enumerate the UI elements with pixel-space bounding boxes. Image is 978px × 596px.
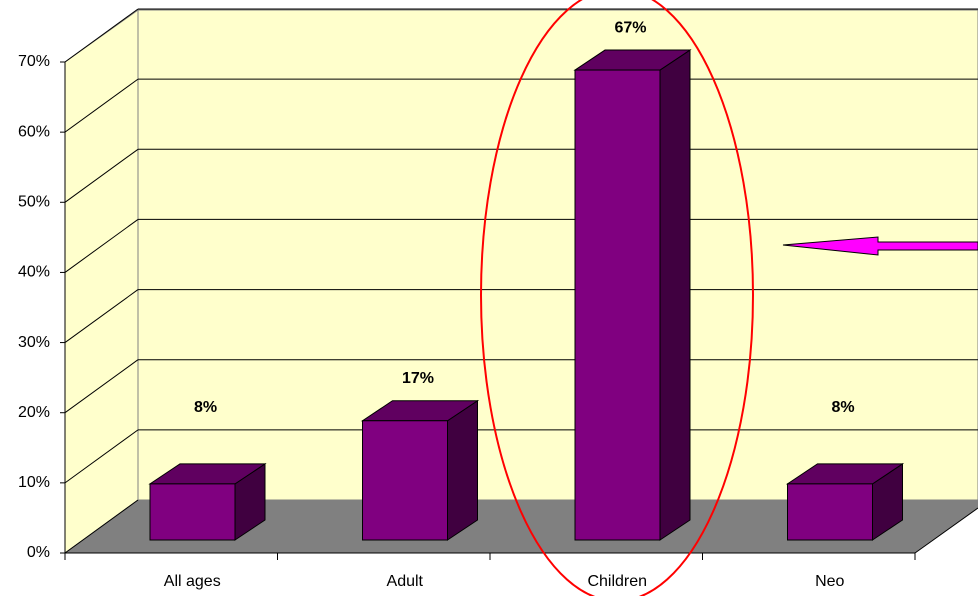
value-label: 17% (402, 370, 434, 387)
grid-diagonal (64, 359, 139, 414)
y-tick-label: 70% (18, 53, 50, 70)
grid-diagonal (64, 429, 139, 484)
grid-diagonal (64, 499, 139, 554)
y-tick-label: 0% (27, 544, 50, 561)
bar (362, 420, 448, 541)
grid-diagonal (64, 219, 139, 273)
y-tick-label: 30% (18, 334, 50, 351)
grid-diagonal (64, 289, 139, 343)
arrow (782, 236, 978, 256)
x-tick-label: All ages (164, 573, 221, 590)
side-wall (64, 9, 139, 554)
grid (64, 8, 978, 554)
x-tick-label: Children (587, 573, 647, 590)
y-tick-label: 50% (18, 194, 50, 211)
y-tick-label: 60% (18, 123, 50, 140)
y-tick-label: 20% (18, 404, 50, 421)
value-label: 8% (831, 399, 854, 416)
grid-diagonal (64, 78, 139, 133)
y-tick-label: 10% (18, 474, 50, 491)
bar-side (659, 49, 691, 541)
bars (148, 49, 905, 541)
x-tick-label: Adult (387, 573, 424, 590)
x-tick-label: Neo (815, 573, 844, 590)
bar (787, 483, 873, 541)
value-label: 67% (614, 19, 646, 36)
back-wall (137, 9, 978, 501)
value-label: 8% (194, 399, 217, 416)
bar (574, 69, 661, 541)
grid-diagonal (64, 8, 139, 63)
highlight-ellipse (480, 0, 754, 596)
grid-diagonal (64, 148, 139, 203)
floor-edge (914, 507, 978, 554)
y-tick-label: 40% (18, 264, 50, 281)
bar (149, 483, 236, 541)
bar-side (447, 399, 478, 541)
floor (65, 500, 978, 553)
